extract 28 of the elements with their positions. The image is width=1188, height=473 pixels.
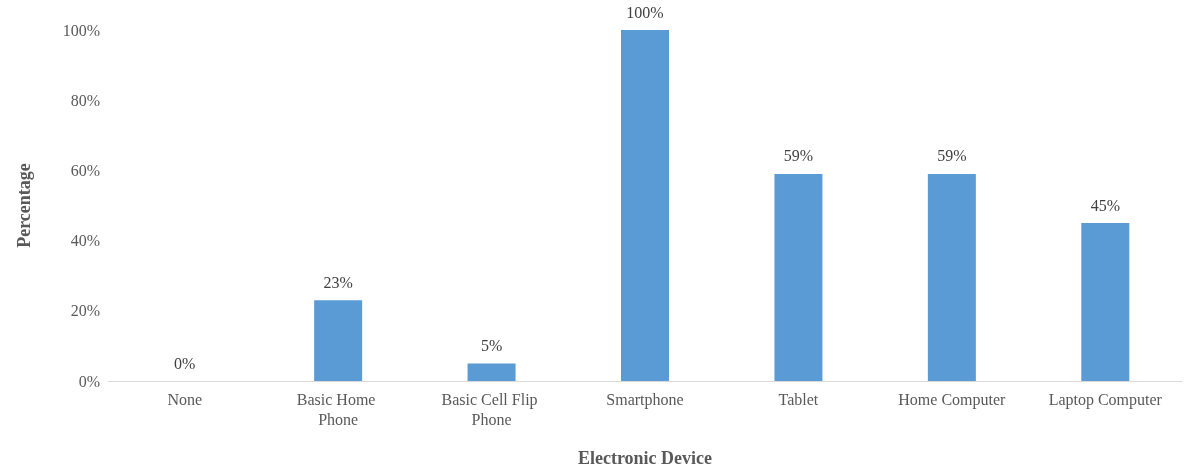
data-label: 59% [783,147,814,165]
bar [314,300,363,381]
x-tick-label: Tablet [778,390,819,408]
y-tick-label: 0% [78,372,100,390]
bar [1081,223,1130,381]
y-tick-label: 100% [62,21,100,39]
data-label: 0% [174,354,196,372]
x-tick-label: Basic Cell Flip Phone [441,390,542,428]
data-label: 100% [626,3,664,21]
y-tick-label: 80% [70,91,100,109]
x-tick-label: Smartphone [606,390,684,409]
x-tick-label: None [167,390,203,408]
bar [927,173,976,381]
data-label: 45% [1090,196,1120,214]
bar [774,173,823,381]
x-tick-label: Home Computer [898,390,1007,409]
x-tick-label: Laptop Computer [1048,390,1163,409]
x-axis-title: Electronic Device [577,448,713,468]
y-tick-label: 60% [70,161,100,179]
data-label: 23% [323,273,353,291]
bar [467,363,516,381]
data-label: 59% [937,147,967,165]
data-label: 5% [480,336,503,354]
x-tick-label: Basic Home Phone [296,390,380,428]
y-tick-label: 40% [70,232,100,250]
bar [621,30,669,381]
y-tick-label: 20% [70,302,100,320]
y-axis-title: Percentage [14,163,34,248]
